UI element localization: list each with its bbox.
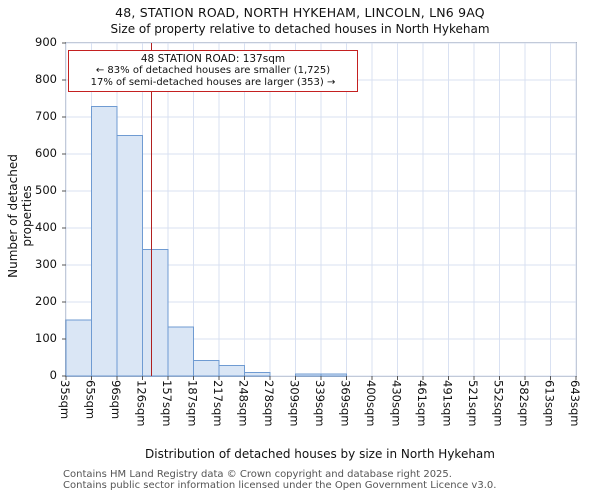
x-tick-label: 217sqm bbox=[211, 380, 225, 427]
x-tick-label: 552sqm bbox=[491, 380, 506, 427]
x-tick-label: 521sqm bbox=[466, 380, 480, 427]
x-tick-label: 157sqm bbox=[160, 380, 174, 427]
x-tick-labels: 35sqm 65sqm 96sqm 126sqm 157sqm 187sqm 217sqm 2… bbox=[58, 380, 582, 444]
x-tick-label: 248sqm bbox=[236, 380, 251, 427]
x-tick-label: 126sqm bbox=[134, 380, 149, 427]
footer-line-2: Contains public sector information licen… bbox=[63, 479, 497, 491]
x-tick-label: 369sqm bbox=[338, 380, 353, 427]
plot-area bbox=[62, 42, 577, 380]
annotation-box: 48 STATION ROAD: 137sqm ← 83% of detache… bbox=[68, 50, 358, 92]
chart-subtitle: Size of property relative to detached ho… bbox=[110, 22, 490, 36]
x-tick-label: 400sqm bbox=[364, 380, 378, 427]
x-tick-label: 430sqm bbox=[389, 380, 404, 427]
y-tick-label: 600 bbox=[35, 146, 57, 160]
x-tick-label: 278sqm bbox=[262, 380, 276, 427]
x-tick-label: 187sqm bbox=[185, 380, 200, 427]
annotation-larger-pct: 17% of semi-detached houses are larger (… bbox=[90, 76, 336, 88]
annotation-smaller-pct: ← 83% of detached houses are smaller (1,… bbox=[95, 65, 331, 76]
x-tick-label: 491sqm bbox=[440, 380, 455, 427]
footer: Contains HM Land Registry data © Crown c… bbox=[63, 469, 583, 491]
x-axis-label: Distribution of detached houses by size … bbox=[145, 447, 495, 461]
footer-line-1: Contains HM Land Registry data © Crown c… bbox=[63, 469, 452, 480]
y-tick-label: 800 bbox=[35, 72, 57, 86]
y-tick-label: 200 bbox=[35, 294, 57, 308]
y-tick-label: 500 bbox=[35, 183, 57, 197]
y-tick-label: 0 bbox=[49, 368, 57, 382]
x-tick-label: 96sqm bbox=[109, 380, 123, 420]
histogram-svg bbox=[62, 42, 577, 380]
y-tick-label: 300 bbox=[35, 257, 57, 271]
x-tick-label: 582sqm bbox=[517, 380, 531, 427]
chart-title: 48, STATION ROAD, NORTH HYKEHAM, LINCOLN… bbox=[115, 5, 485, 20]
x-tick-label: 643sqm bbox=[568, 380, 582, 427]
x-tick-label: 339sqm bbox=[313, 380, 327, 427]
x-tick-label: 309sqm bbox=[287, 380, 302, 427]
annotation-property-size: 48 STATION ROAD: 137sqm bbox=[140, 53, 286, 65]
y-tick-label: 400 bbox=[35, 220, 57, 234]
y-tick-label: 100 bbox=[35, 331, 57, 345]
y-tick-label: 900 bbox=[35, 35, 57, 49]
x-tick-label: 65sqm bbox=[83, 380, 98, 420]
x-tick-label: 35sqm bbox=[58, 380, 72, 420]
x-tick-label: 613sqm bbox=[542, 380, 557, 427]
y-tick-label: 700 bbox=[35, 109, 57, 123]
y-axis-label: Number of detached properties bbox=[6, 154, 34, 278]
x-tick-label: 461sqm bbox=[415, 380, 429, 427]
